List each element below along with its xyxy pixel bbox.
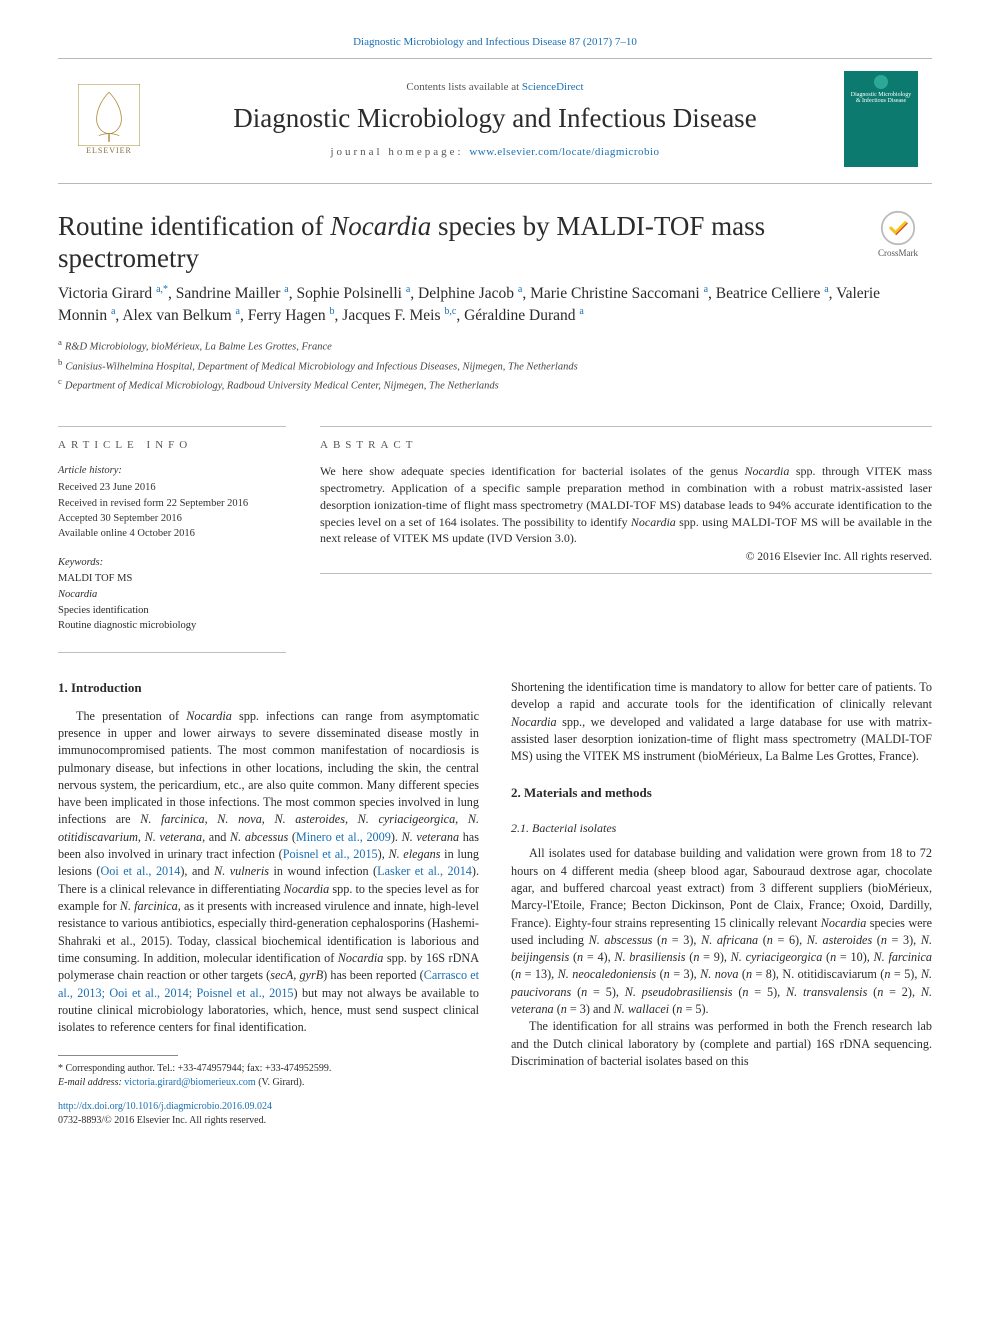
article-info: ARTICLE INFO Article history: Received 2… bbox=[58, 426, 286, 634]
section-introduction: 1. Introduction The presentation of Noca… bbox=[58, 679, 479, 1037]
crossmark-label: CrossMark bbox=[878, 248, 918, 258]
elsevier-logo: ELSEVIER bbox=[72, 78, 146, 160]
isolates-paragraph-2: The identification for all strains was p… bbox=[511, 1018, 932, 1070]
email-label: E-mail address: bbox=[58, 1077, 124, 1088]
keywords-label: Keywords: bbox=[58, 557, 103, 568]
journal-cover-thumbnail: Diagnostic Microbiology & Infectious Dis… bbox=[844, 71, 918, 167]
crossmark-icon bbox=[880, 210, 916, 246]
abstract-copyright: © 2016 Elsevier Inc. All rights reserved… bbox=[320, 551, 932, 563]
doi-link[interactable]: http://dx.doi.org/10.1016/j.diagmicrobio… bbox=[58, 1101, 272, 1112]
issn-copyright: 0732-8893/© 2016 Elsevier Inc. All right… bbox=[58, 1115, 266, 1126]
info-heading: ARTICLE INFO bbox=[58, 439, 286, 451]
contents-prefix: Contents lists available at bbox=[406, 81, 521, 93]
isolates-paragraph-1: All isolates used for database building … bbox=[511, 845, 932, 1018]
isolates-heading: 2.1. Bacterial isolates bbox=[511, 820, 932, 837]
footnotes: * Corresponding author. Tel.: +33-474957… bbox=[58, 1062, 479, 1090]
abstract: ABSTRACT We here show adequate species i… bbox=[320, 426, 932, 634]
info-abstract-row: ARTICLE INFO Article history: Received 2… bbox=[58, 412, 932, 652]
body-columns: 1. Introduction The presentation of Noca… bbox=[58, 679, 932, 1128]
doi-block: http://dx.doi.org/10.1016/j.diagmicrobio… bbox=[58, 1100, 479, 1128]
history-item: Received 23 June 2016 bbox=[58, 482, 156, 493]
article-history: Article history: Received 23 June 2016 R… bbox=[58, 463, 286, 541]
section-isolates: 2.1. Bacterial isolates All isolates use… bbox=[511, 820, 932, 1070]
email-link[interactable]: victoria.girard@biomerieux.com bbox=[124, 1077, 255, 1088]
affil-b: bCanisius-Wilhelmina Hospital, Departmen… bbox=[58, 356, 932, 375]
keyword: Species identification bbox=[58, 605, 149, 616]
authors: Victoria Girard a,*, Sandrine Mailler a,… bbox=[58, 283, 932, 327]
info-bottom-rule bbox=[58, 652, 286, 653]
keyword: Nocardia bbox=[58, 589, 97, 600]
affil-a: aR&D Microbiology, bioMérieux, La Balme … bbox=[58, 336, 932, 355]
keyword: MALDI TOF MS bbox=[58, 573, 132, 584]
intro-heading: 1. Introduction bbox=[58, 679, 479, 697]
history-item: Received in revised form 22 September 20… bbox=[58, 498, 248, 509]
affil-c: cDepartment of Medical Microbiology, Rad… bbox=[58, 375, 932, 394]
keyword: Routine diagnostic microbiology bbox=[58, 620, 196, 631]
elsevier-tree-icon bbox=[78, 84, 140, 146]
cover-emblem-icon bbox=[874, 75, 888, 89]
crossmark-badge[interactable]: CrossMark bbox=[864, 210, 932, 258]
title-pre: Routine identification of bbox=[58, 211, 330, 241]
issue-ref-link[interactable]: Diagnostic Microbiology and Infectious D… bbox=[353, 36, 637, 48]
methods-heading: 2. Materials and methods bbox=[511, 784, 932, 802]
history-item: Accepted 30 September 2016 bbox=[58, 513, 182, 524]
journal-issue-ref: Diagnostic Microbiology and Infectious D… bbox=[58, 36, 932, 48]
intro-paragraph: The presentation of Nocardia spp. infect… bbox=[58, 708, 479, 1037]
history-label: Article history: bbox=[58, 463, 286, 478]
title-em: Nocardia bbox=[330, 211, 431, 241]
abstract-text: We here show adequate species identifica… bbox=[320, 463, 932, 547]
section-methods: 2. Materials and methods bbox=[511, 784, 932, 802]
journal-homepage: journal homepage: www.elsevier.com/locat… bbox=[164, 146, 826, 158]
abstract-rule bbox=[320, 573, 932, 574]
keywords: Keywords: MALDI TOF MS Nocardia Species … bbox=[58, 555, 286, 634]
cover-text: Diagnostic Microbiology & Infectious Dis… bbox=[848, 92, 914, 104]
masthead: ELSEVIER Contents lists available at Sci… bbox=[58, 58, 932, 184]
article-title: Routine identification of Nocardia speci… bbox=[58, 210, 846, 275]
contents-line: Contents lists available at ScienceDirec… bbox=[164, 81, 826, 93]
article-header: Routine identification of Nocardia speci… bbox=[58, 210, 932, 275]
corresponding-author: * Corresponding author. Tel.: +33-474957… bbox=[58, 1062, 479, 1076]
history-item: Available online 4 October 2016 bbox=[58, 528, 195, 539]
masthead-center: Contents lists available at ScienceDirec… bbox=[164, 81, 826, 158]
footnote-rule bbox=[58, 1055, 178, 1056]
email-line: E-mail address: victoria.girard@biomerie… bbox=[58, 1076, 479, 1090]
abstract-heading: ABSTRACT bbox=[320, 439, 932, 451]
homepage-prefix: journal homepage: bbox=[330, 146, 469, 158]
homepage-link[interactable]: www.elsevier.com/locate/diagmicrobio bbox=[469, 146, 659, 158]
journal-title: Diagnostic Microbiology and Infectious D… bbox=[164, 103, 826, 134]
affiliations: aR&D Microbiology, bioMérieux, La Balme … bbox=[58, 336, 932, 394]
elsevier-label: ELSEVIER bbox=[86, 146, 132, 155]
email-tail: (V. Girard). bbox=[256, 1077, 305, 1088]
intro-paragraph-2: Shortening the identification time is ma… bbox=[511, 679, 932, 766]
sciencedirect-link[interactable]: ScienceDirect bbox=[522, 81, 584, 93]
